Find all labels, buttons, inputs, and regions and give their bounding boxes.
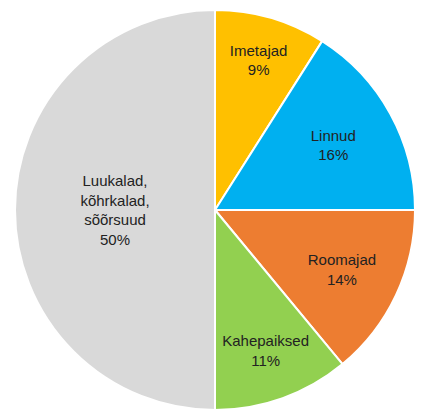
- svg-text:Linnud16%: Linnud16%: [311, 127, 356, 164]
- svg-text:Imetajad9%: Imetajad9%: [230, 42, 288, 79]
- svg-text:Kahepaiksed11%: Kahepaiksed11%: [222, 332, 309, 369]
- svg-text:Roomajad14%: Roomajad14%: [308, 251, 376, 288]
- svg-text:Luukalad,kõhrkalad,sõõrsuud50%: Luukalad,kõhrkalad,sõõrsuud50%: [80, 172, 149, 248]
